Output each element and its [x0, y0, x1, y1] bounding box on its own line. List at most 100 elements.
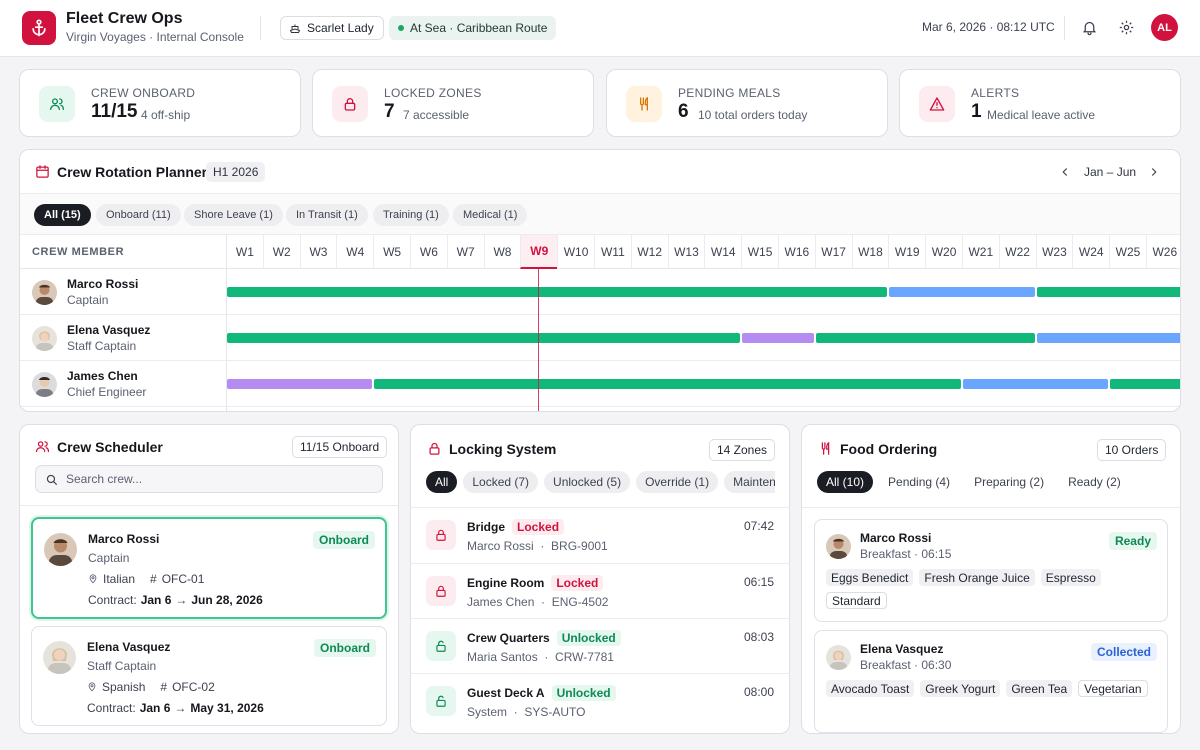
orders-count-badge: 10 Orders — [1097, 439, 1167, 461]
contract-start: Jan 6 — [140, 593, 172, 607]
crew-role: Chief Engineer — [67, 385, 147, 399]
zone-name: Crew Quarters — [467, 631, 550, 645]
search-field[interactable] — [35, 465, 383, 493]
filter-in-transit[interactable]: In Transit (1) — [286, 204, 368, 226]
rotation-bar-onboard[interactable] — [227, 287, 888, 297]
stat-value: 11/15 — [91, 101, 138, 122]
tab-preparing[interactable]: Preparing (2) — [974, 475, 1045, 489]
diet-tag: Vegetarian — [1078, 680, 1148, 697]
lock-icon — [427, 441, 442, 456]
order-status-badge: Ready — [1108, 532, 1157, 550]
filter-onboard[interactable]: Onboard (11) — [96, 204, 181, 226]
header-divider — [260, 16, 261, 40]
avatar — [826, 534, 851, 559]
contract-end: May 31, 2026 — [190, 701, 264, 715]
chevron-right-icon[interactable] — [1147, 165, 1161, 179]
zone-time: 08:03 — [743, 630, 774, 644]
rotation-bar-onboard[interactable] — [1110, 379, 1180, 389]
tab-ready[interactable]: Ready (2) — [1068, 475, 1121, 489]
crew-language: Italian — [103, 572, 136, 586]
order-item: Fresh Orange Juice — [919, 569, 1035, 586]
zone-code: BRG-9001 — [551, 539, 608, 553]
zones-count-badge: 14 Zones — [709, 439, 776, 461]
order-status-badge: Collected — [1090, 643, 1157, 661]
gantt-row[interactable]: Elena Vasquez Staff Captain — [20, 315, 1180, 361]
order-card[interactable]: Marco Rossi Breakfast · 06:15 Ready Eggs… — [814, 519, 1168, 622]
ship-selector[interactable]: Scarlet Lady — [280, 16, 384, 40]
week-column-header: W13 — [667, 235, 705, 269]
week-column-header: W12 — [630, 235, 668, 269]
crew-card[interactable]: Elena Vasquez Staff Captain Onboard Span… — [31, 626, 387, 726]
stat-label: Alerts — [971, 86, 1020, 100]
zone-name-row: Guest Deck A Unlocked — [467, 685, 616, 701]
search-input[interactable] — [66, 472, 366, 486]
divider — [20, 505, 398, 506]
gear-icon[interactable] — [1118, 19, 1136, 37]
rotation-bar-shore[interactable] — [889, 287, 1035, 297]
rotation-bar-onboard[interactable] — [374, 379, 961, 389]
rotation-bar-onboard[interactable] — [227, 333, 741, 343]
week-column-header: W14 — [704, 235, 741, 269]
gantt-row[interactable]: James Chen Chief Engineer — [20, 361, 1180, 407]
crew-role: Staff Captain — [87, 659, 157, 673]
crew-card[interactable]: Marco Rossi Captain Onboard Italian # OF… — [31, 517, 387, 619]
contract-start: Jan 6 — [139, 701, 171, 715]
order-meal-time: Breakfast · 06:30 — [860, 658, 952, 672]
tab-override[interactable]: Override (1) — [636, 471, 719, 493]
zone-person: System — [467, 705, 508, 719]
contract-label: Contract: — [87, 701, 136, 715]
crew-name: Elena Vasquez — [67, 323, 151, 337]
divider — [802, 507, 1180, 508]
food-ordering-panel: Food Ordering 10 Orders All (10) Pending… — [801, 424, 1181, 734]
stat-value: 1 — [971, 101, 982, 122]
stat-sub: 7 accessible — [403, 108, 470, 122]
order-crew-name: Marco Rossi — [860, 531, 932, 545]
order-meal-time: Breakfast · 06:15 — [860, 547, 952, 561]
user-avatar[interactable]: AL — [1151, 14, 1178, 41]
status-dot-icon — [398, 25, 404, 31]
food-title: Food Ordering — [840, 441, 938, 457]
rotation-bar-shore[interactable] — [963, 379, 1109, 389]
location-pin-icon — [88, 682, 96, 692]
order-item: Eggs Benedict — [826, 569, 914, 586]
filter-shore-leave[interactable]: Shore Leave (1) — [184, 204, 283, 226]
zone-row[interactable]: Bridge Locked Marco Rossi · BRG-9001 07:4… — [411, 508, 789, 563]
period-badge: H1 2026 — [206, 162, 266, 182]
rotation-bar-training[interactable] — [742, 333, 814, 343]
filter-medical[interactable]: Medical (1) — [453, 204, 528, 226]
users-icon — [39, 86, 75, 122]
filter-all[interactable]: All (15) — [34, 204, 91, 226]
locking-system-panel: Locking System 14 Zones All Locked (7) U… — [410, 424, 790, 734]
tab-pending[interactable]: Pending (4) — [888, 475, 951, 489]
rotation-bar-shore[interactable] — [1036, 333, 1180, 343]
order-card[interactable]: Elena Vasquez Breakfast · 06:30 Collecte… — [814, 630, 1168, 733]
crew-name: Marco Rossi — [67, 277, 139, 291]
anchor-logo-icon[interactable] — [22, 11, 56, 45]
zone-row[interactable]: Crew Quarters Unlocked Maria Santos · CRW… — [411, 618, 789, 673]
zone-row[interactable]: Engine Room Locked James Chen · ENG-4502 … — [411, 563, 789, 618]
bell-icon[interactable] — [1081, 19, 1099, 37]
tab-maintenance[interactable]: Maintenance — [724, 471, 775, 493]
order-crew-name: Elena Vasquez — [860, 642, 944, 656]
locking-title: Locking System — [449, 441, 557, 457]
tab-all[interactable]: All — [426, 471, 458, 493]
rotation-bar-onboard[interactable] — [1036, 287, 1180, 297]
tab-unlocked[interactable]: Unlocked (5) — [544, 471, 631, 493]
filter-training[interactable]: Training (1) — [373, 204, 449, 226]
week-column-header: W3 — [299, 235, 337, 269]
zone-name: Bridge — [467, 520, 506, 534]
rotation-bar-training[interactable] — [227, 379, 373, 389]
stat-sub: 10 total orders today — [698, 108, 808, 122]
tab-all[interactable]: All (10) — [817, 471, 874, 493]
zone-row[interactable]: Guest Deck A Unlocked System · SYS-AUTO 0… — [411, 673, 789, 728]
tab-locked[interactable]: Locked (7) — [463, 471, 539, 493]
hash-icon: # — [150, 572, 157, 586]
gantt-row[interactable]: Marco Rossi Captain — [20, 269, 1180, 315]
crew-role: Captain — [67, 293, 109, 307]
chevron-left-icon[interactable] — [1058, 165, 1072, 179]
stat-card-pending-meals: Pending Meals 6 10 total orders today — [606, 69, 888, 137]
rotation-bar-onboard[interactable] — [815, 333, 1035, 343]
date-range-label: Jan – Jun — [1084, 165, 1137, 179]
order-item: Green Tea — [1006, 680, 1073, 697]
status-badge: Onboard — [314, 639, 376, 657]
